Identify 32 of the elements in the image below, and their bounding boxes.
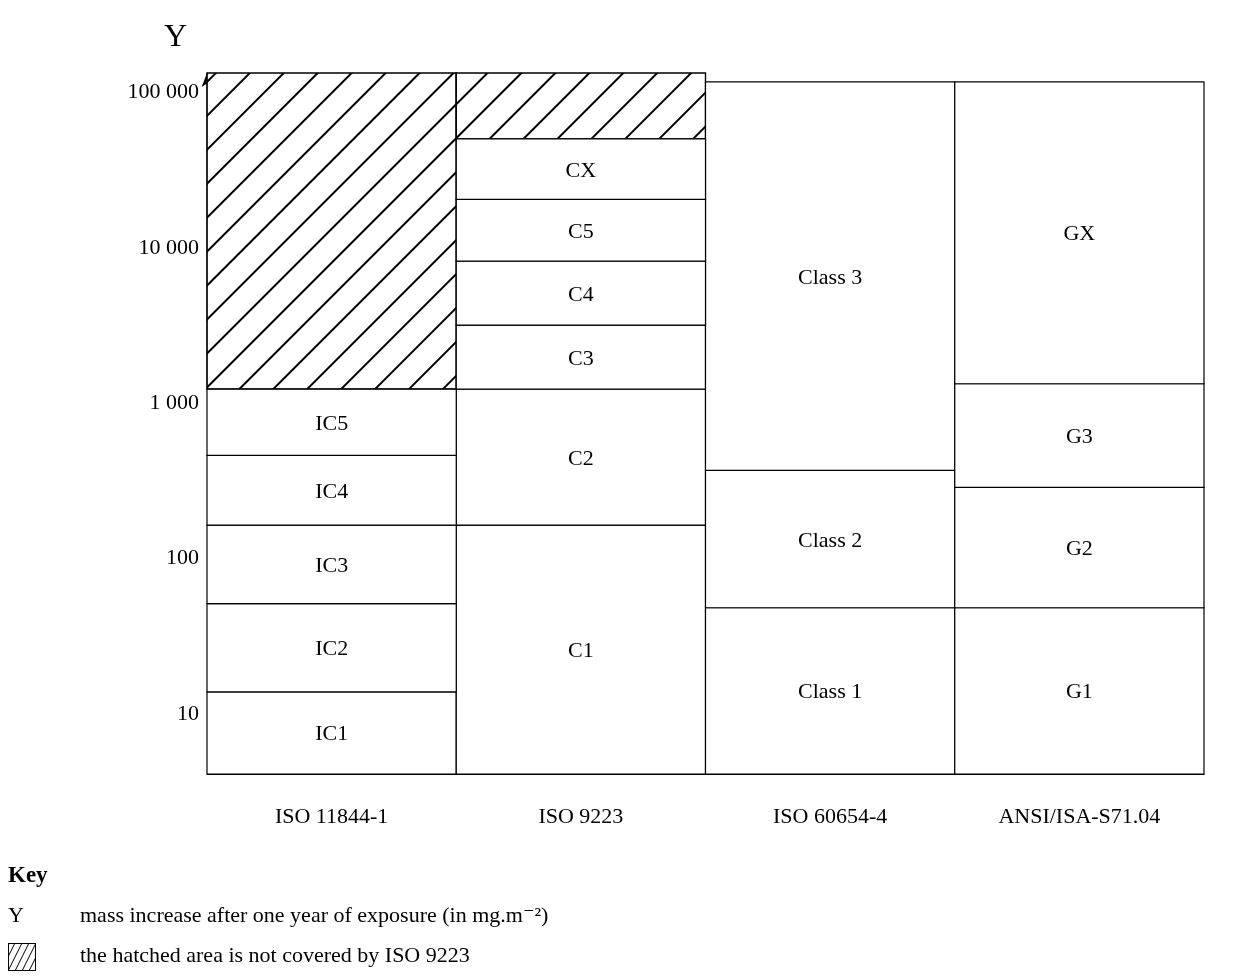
- data-label: Class 2: [798, 526, 863, 552]
- data-label: Class 3: [798, 263, 863, 289]
- data-label: C2: [568, 444, 594, 470]
- data-label: G1: [1065, 678, 1093, 704]
- x-tick-label: ANSI/ISA-S71.04: [998, 802, 1161, 828]
- data-label: Class 1: [798, 678, 863, 704]
- text: mass increase after one year of exposure (in mg.m⁻²): [80, 901, 549, 927]
- data-label: GX: [1063, 220, 1096, 246]
- data-label: IC2: [315, 635, 349, 661]
- data-label: IC3: [315, 551, 349, 577]
- data-label: IC4: [315, 477, 349, 503]
- y-tick-label: 10: [177, 699, 199, 725]
- data-label: C3: [568, 344, 594, 370]
- data-label: C1: [568, 637, 594, 663]
- y-tick-label: 100 000: [127, 78, 199, 104]
- data-label: IC1: [315, 720, 349, 746]
- y-tick-label: 100: [166, 544, 199, 570]
- x-tick-label: ISO 11844-1: [274, 802, 389, 828]
- y-tick-label: 1 000: [149, 388, 199, 414]
- text: Key: [8, 862, 49, 887]
- y-tick-label: 10 000: [138, 233, 199, 259]
- x-tick-label: ISO 9223: [538, 802, 624, 828]
- text: the hatched area is not covered by ISO 9223: [80, 941, 470, 967]
- data-label: G2: [1065, 535, 1093, 561]
- text: Y: [8, 901, 24, 927]
- data-label: IC5: [315, 409, 349, 435]
- x-tick-label: ISO 60654-4: [772, 802, 888, 828]
- data-label: C5: [568, 217, 594, 243]
- data-label: CX: [565, 156, 597, 182]
- data-label: C4: [568, 280, 594, 306]
- data-label: G3: [1065, 423, 1093, 449]
- y-axis-title: Y: [163, 17, 187, 53]
